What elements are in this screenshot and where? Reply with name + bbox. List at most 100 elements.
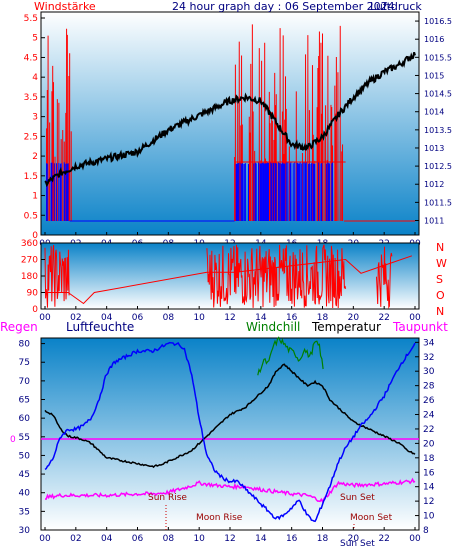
- humidity-axis-label-5: 55: [19, 433, 30, 443]
- label-taupunkt: Taupunkt: [392, 320, 448, 334]
- compass-label-0: N: [436, 241, 444, 254]
- direction-axis-label-4: 360: [21, 239, 38, 249]
- p3-xaxis-label-2: 04: [101, 534, 113, 544]
- p2-xaxis-label-12: 00: [409, 313, 421, 323]
- p2-xaxis-label-0: 00: [39, 313, 51, 323]
- label-windchill: Windchill: [246, 320, 300, 334]
- p2-xaxis-label-8: 16: [286, 313, 298, 323]
- wind-axis-label-8: 4: [32, 73, 38, 83]
- temperature-axis-label-6: 20: [423, 439, 435, 449]
- wind-axis-label-4: 2: [32, 152, 38, 162]
- title-center: 24 hour graph day : 06 September 2024: [172, 0, 395, 13]
- pressure-axis-label-11: 1016.5: [424, 17, 452, 26]
- label-regen: Regen: [0, 320, 38, 334]
- p2-xaxis-label-11: 22: [378, 313, 389, 323]
- humidity-axis-label-8: 70: [19, 377, 31, 387]
- pressure-line: [44, 52, 416, 188]
- pressure-axis-label-7: 1014.5: [424, 90, 452, 99]
- wind-axis-label-6: 3: [32, 113, 38, 123]
- humidity-axis-label-2: 40: [19, 489, 31, 499]
- p3-xaxis-label-7: 14: [255, 534, 267, 544]
- p3-xaxis-label-9: 18: [317, 534, 329, 544]
- p2-xaxis-label-1: 02: [70, 313, 81, 323]
- annotation-sun-set-bottom: Sun Set: [340, 539, 375, 549]
- title-luftdruck: Luftdruck: [370, 0, 422, 13]
- temperature-axis-label-11: 30: [423, 367, 435, 377]
- wind-axis-label-2: 1: [32, 192, 38, 202]
- p3-xaxis-label-10: 20: [348, 534, 360, 544]
- pressure-axis-label-3: 1012.5: [424, 162, 452, 171]
- panel3-marks: [41, 336, 419, 523]
- temperature-axis-label-4: 16: [423, 468, 435, 478]
- humidity-line: [44, 341, 416, 523]
- p3-xaxis-label-11: 22: [378, 534, 389, 544]
- wind-axis-label-9: 4.5: [24, 53, 38, 63]
- pressure-axis-label-2: 1012: [424, 180, 444, 189]
- label-luftfeuchte: Luftfeuchte: [66, 320, 134, 334]
- temperature-axis-label-7: 22: [423, 425, 434, 435]
- windchill-line: [257, 336, 324, 376]
- humidity-axis-label-3: 45: [19, 470, 30, 480]
- compass-label-4: N: [436, 305, 444, 318]
- temperature-axis-label-5: 18: [423, 454, 435, 464]
- wind-axis-label-10: 5: [32, 34, 38, 44]
- label-temperatur: Temperatur: [311, 320, 381, 334]
- humidity-axis-label-1: 35: [19, 507, 30, 517]
- temperature-axis-label-1: 10: [423, 512, 435, 522]
- wind-axis-label-1: 0.5: [24, 211, 38, 221]
- p3-xaxis-label-4: 08: [163, 534, 175, 544]
- wind-direction-noise-late: [376, 246, 393, 309]
- p2-xaxis-label-2: 04: [101, 313, 113, 323]
- panel1-background: [40, 11, 420, 236]
- pressure-axis-label-0: 1011: [424, 216, 444, 225]
- p2-xaxis-label-3: 06: [132, 313, 144, 323]
- p3-xaxis-label-3: 06: [132, 534, 144, 544]
- p2-xaxis-label-7: 14: [255, 313, 267, 323]
- pressure-axis-label-5: 1013.5: [424, 126, 452, 135]
- compass-label-2: S: [436, 273, 443, 286]
- wind-axis-label-11: 5.5: [24, 14, 38, 24]
- p2-xaxis-label-6: 12: [224, 313, 235, 323]
- direction-axis-label-3: 270: [21, 256, 38, 266]
- dewpoint-line: [44, 477, 416, 504]
- temperature-axis-label-13: 34: [423, 338, 435, 348]
- panel3-background: [40, 337, 420, 531]
- pressure-axis-label-1: 1011.5: [424, 198, 452, 207]
- temperature-axis-label-10: 28: [423, 382, 435, 392]
- rain-axis-label-0: 0: [10, 435, 16, 445]
- wind-axis-label-3: 1.5: [24, 172, 38, 182]
- temperature-axis-label-0: 8: [423, 526, 429, 536]
- compass-label-3: O: [436, 289, 445, 302]
- wind-direction-noise-day: [206, 244, 347, 309]
- p3-xaxis-label-6: 12: [224, 534, 235, 544]
- p3-xaxis-label-0: 00: [39, 534, 51, 544]
- pressure-axis-label-10: 1016: [424, 35, 444, 44]
- humidity-axis-label-9: 75: [19, 358, 30, 368]
- title-windstaerke: Windstärke: [34, 0, 96, 13]
- wind-direction-baseline: [45, 255, 413, 305]
- p2-xaxis-label-4: 08: [163, 313, 175, 323]
- temperature-axis-label-12: 32: [423, 353, 434, 363]
- panel-wind-pressure: Windstärke 24 hour graph day : 06 Septem…: [24, 0, 452, 249]
- humidity-axis-label-6: 60: [19, 414, 31, 424]
- humidity-axis-label-0: 30: [19, 526, 31, 536]
- pressure-axis-label-9: 1015.5: [424, 53, 452, 62]
- compass-label-1: W: [436, 257, 447, 270]
- humidity-axis-label-10: 80: [19, 340, 31, 350]
- p3-xaxis-label-8: 16: [286, 534, 298, 544]
- panel1-marks: [44, 24, 416, 222]
- panel2-marks: [44, 244, 413, 309]
- p3-xaxis-label-12: 00: [409, 534, 421, 544]
- pressure-axis-label-4: 1013: [424, 144, 444, 153]
- p2-xaxis-label-5: 10: [193, 313, 205, 323]
- p3-xaxis-label-1: 02: [70, 534, 81, 544]
- p2-xaxis-label-9: 18: [317, 313, 329, 323]
- direction-axis-label-1: 90: [27, 289, 39, 299]
- humidity-axis-label-7: 65: [19, 396, 30, 406]
- temperature-line: [44, 363, 416, 469]
- p2-xaxis-label-10: 20: [348, 313, 360, 323]
- annotation-sun-rise: Sun Rise: [148, 493, 187, 503]
